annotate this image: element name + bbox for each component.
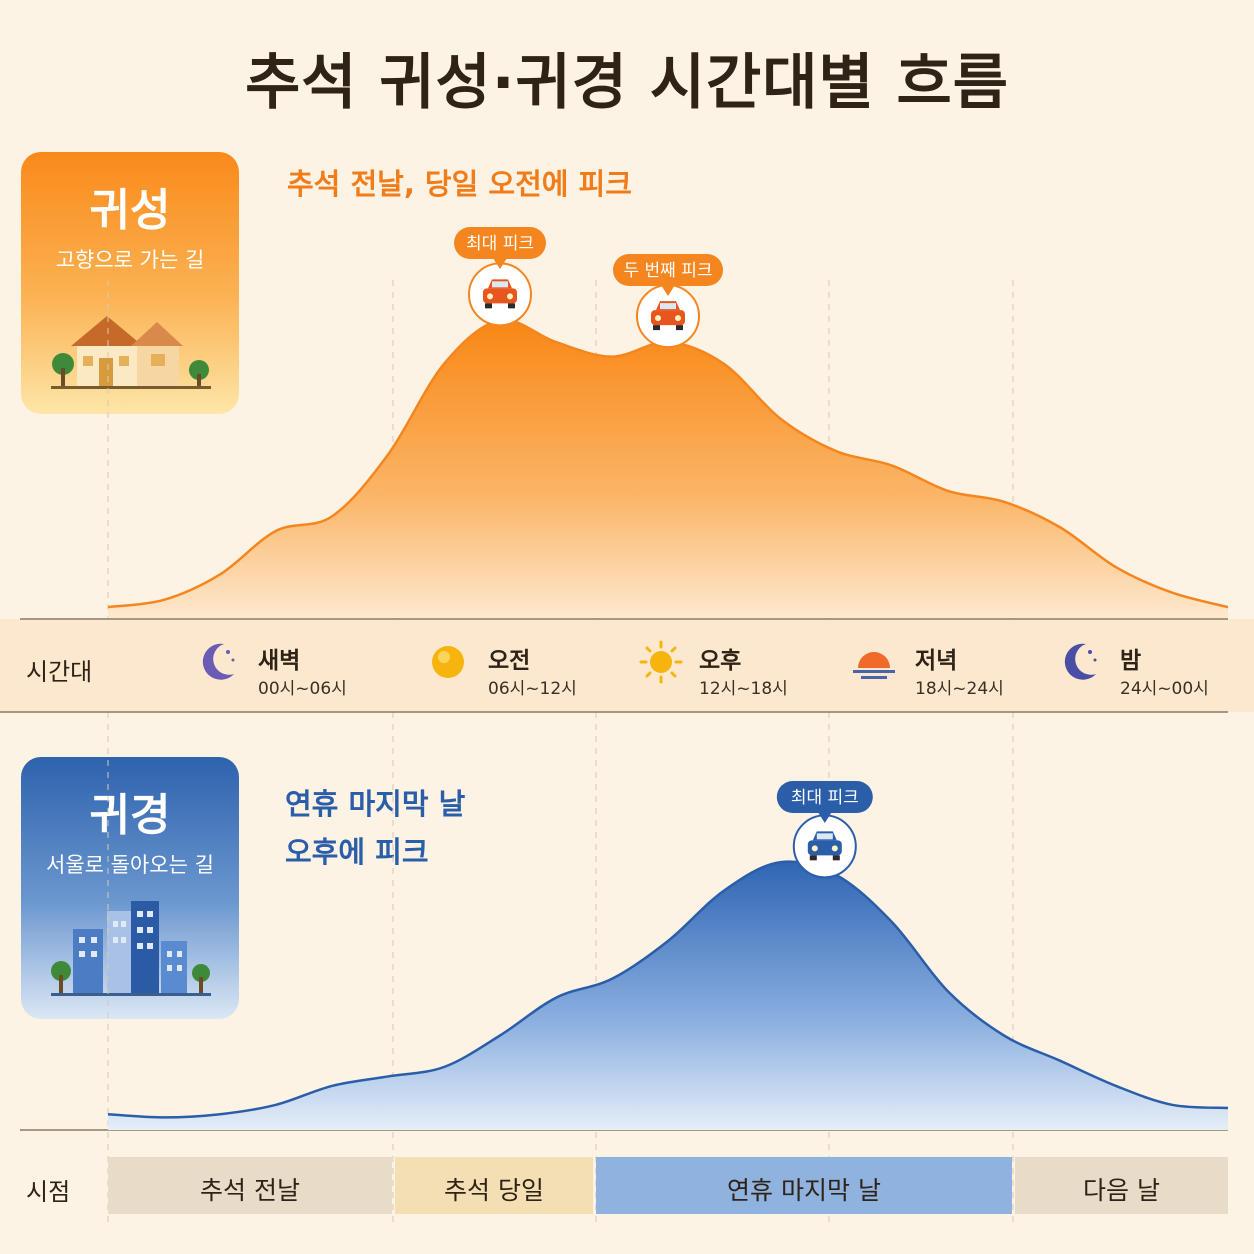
- period-evening-hours: 18시~24시: [915, 679, 1004, 699]
- day-label: 연휴 마지막 날: [727, 1176, 881, 1205]
- peak-label: 최대 피크: [466, 234, 534, 254]
- period-night-name: 밤: [1120, 648, 1142, 674]
- car-icon: [483, 279, 517, 309]
- outbound-note: 추석 전날, 당일 오전에 피크: [287, 160, 632, 208]
- series-line: [107, 860, 1229, 1119]
- car-icon: [651, 301, 685, 331]
- sun-icon: [432, 646, 464, 678]
- day-label: 다음 날: [1083, 1176, 1160, 1205]
- moon-icon: [202, 643, 235, 680]
- car-icon: [807, 831, 842, 861]
- peak-label-tag: 최대 피크: [776, 781, 873, 823]
- period-night-hours: 24시~00시: [1120, 679, 1209, 699]
- return-card-subtitle: 서울로 돌아오는 길: [46, 853, 214, 877]
- return-note-line-1: 연휴 마지막 날: [285, 787, 466, 821]
- period-dawn-name: 새벽: [258, 648, 301, 674]
- outbound-card: 귀성 고향으로 가는 길: [21, 152, 239, 414]
- period-morning-hours: 06시~12시: [488, 679, 577, 699]
- day-segment: 다음 날: [1015, 1157, 1228, 1214]
- peak-label-tag: 최대 피크: [454, 227, 546, 269]
- peak-label-tag: 두 번째 피크: [613, 254, 723, 296]
- series-area: [108, 861, 1228, 1130]
- outbound-card-subtitle: 고향으로 가는 길: [55, 248, 205, 272]
- peak-marker: [636, 284, 700, 349]
- peak-label: 두 번째 피크: [623, 261, 712, 281]
- day-label: 추석 당일: [444, 1176, 544, 1205]
- peak-marker: [468, 262, 532, 327]
- sun-rays-icon: [639, 640, 683, 684]
- return-note: 연휴 마지막 날 오후에 피크: [285, 780, 465, 876]
- return-note-line-2: 오후에 피크: [285, 835, 429, 869]
- period-afternoon-hours: 12시~18시: [699, 679, 788, 699]
- house-icon: [51, 316, 211, 389]
- time-row-label: 시간대: [26, 658, 93, 686]
- city-buildings-icon: [51, 901, 211, 996]
- series-area: [108, 319, 1228, 618]
- sunset-icon: [853, 652, 895, 679]
- outbound-note-line: 추석 전날, 당일 오전에 피크: [287, 167, 632, 201]
- day-segment: 추석 당일: [395, 1157, 593, 1214]
- day-segment: 연휴 마지막 날: [596, 1157, 1012, 1214]
- series-line: [107, 318, 1229, 609]
- period-dawn-hours: 00시~06시: [258, 679, 347, 699]
- moon-icon: [1064, 643, 1097, 680]
- day-segment: 추석 전날: [108, 1157, 392, 1214]
- period-afternoon-name: 오후: [699, 648, 742, 674]
- page-title: 추석 귀성·귀경 시간대별 흐름: [245, 48, 1009, 118]
- period-morning-name: 오전: [488, 648, 531, 674]
- outbound-card-title: 귀성: [89, 185, 171, 236]
- return-card-title: 귀경: [89, 790, 171, 841]
- day-row-label: 시점: [26, 1178, 71, 1206]
- return-card: 귀경 서울로 돌아오는 길: [21, 757, 239, 1019]
- peak-label: 최대 피크: [791, 788, 859, 808]
- period-evening-name: 저녁: [915, 648, 958, 674]
- peak-marker: [792, 814, 857, 879]
- day-label: 추석 전날: [200, 1176, 300, 1205]
